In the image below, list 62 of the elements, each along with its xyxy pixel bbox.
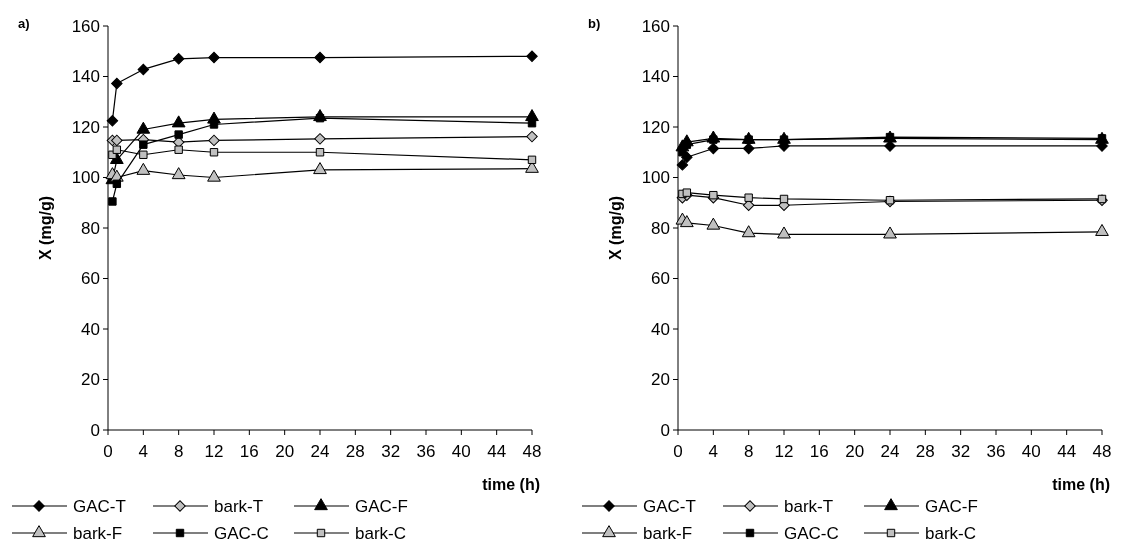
legend-label: bark-C	[925, 523, 977, 543]
x-tick-label: 40	[1021, 442, 1041, 461]
legend-label: bark-F	[643, 523, 693, 543]
y-tick-label: 40	[81, 319, 100, 339]
x-tick-label: 0	[673, 442, 683, 461]
x-tick-label: 28	[345, 442, 365, 461]
y-tick-label: 100	[641, 168, 670, 188]
legend-label: GAC-F	[355, 496, 408, 516]
y-tick-label: 0	[660, 420, 670, 440]
x-tick-label: 12	[774, 442, 794, 461]
x-tick-label: 44	[1057, 442, 1077, 461]
y-tick-label: 120	[641, 117, 670, 137]
y-tick-label: 80	[81, 218, 100, 238]
x-tick-label: 40	[451, 442, 471, 461]
legend-label: bark-C	[355, 523, 407, 543]
y-tick-label: 120	[71, 117, 100, 137]
x-tick-label: 8	[173, 442, 184, 461]
legend-label: GAC-C	[784, 523, 839, 543]
x-tick-label: 24	[310, 442, 330, 461]
x-tick-label: 36	[416, 442, 436, 461]
legend-label: bark-T	[784, 496, 834, 516]
x-tick-label: 36	[986, 442, 1006, 461]
x-tick-label: 8	[743, 442, 754, 461]
x-tick-label: 20	[275, 442, 295, 461]
x-tick-label: 12	[204, 442, 224, 461]
y-tick-label: 160	[641, 16, 670, 36]
x-tick-label: 24	[880, 442, 900, 461]
x-tick-label: 44	[487, 442, 507, 461]
x-tick-label: 28	[915, 442, 935, 461]
x-tick-label: 20	[845, 442, 865, 461]
y-tick-label: 140	[641, 67, 670, 87]
x-tick-label: 16	[809, 442, 829, 461]
chart-title: a)	[18, 16, 30, 31]
legend-label: bark-T	[214, 496, 264, 516]
x-tick-label: 48	[1092, 442, 1112, 461]
x-tick-label: 0	[103, 442, 113, 461]
x-tick-label: 48	[522, 442, 542, 461]
legend-label: bark-F	[73, 523, 123, 543]
x-axis-title: time (h)	[482, 476, 540, 493]
x-tick-label: 4	[138, 442, 149, 461]
y-axis-title: X (mg/g)	[607, 196, 624, 260]
x-tick-label: 32	[951, 442, 971, 461]
x-tick-label: 16	[239, 442, 259, 461]
y-tick-label: 60	[81, 269, 100, 289]
x-axis-title: time (h)	[1052, 476, 1110, 493]
x-tick-label: 32	[381, 442, 401, 461]
y-tick-label: 0	[90, 420, 100, 440]
legend-label: GAC-C	[214, 523, 269, 543]
legend-label: GAC-F	[925, 496, 978, 516]
y-tick-label: 20	[81, 370, 100, 390]
y-axis-title: X (mg/g)	[37, 196, 54, 260]
y-tick-label: 140	[71, 67, 100, 87]
y-tick-label: 20	[651, 370, 670, 390]
legend-label: GAC-T	[643, 496, 696, 516]
y-tick-label: 40	[651, 319, 670, 339]
legend-label: GAC-T	[73, 496, 126, 516]
y-tick-label: 60	[651, 269, 670, 289]
x-tick-label: 4	[708, 442, 719, 461]
y-tick-label: 160	[71, 16, 100, 36]
chart-title: b)	[588, 16, 601, 31]
y-tick-label: 80	[651, 218, 670, 238]
y-tick-label: 100	[71, 168, 100, 188]
